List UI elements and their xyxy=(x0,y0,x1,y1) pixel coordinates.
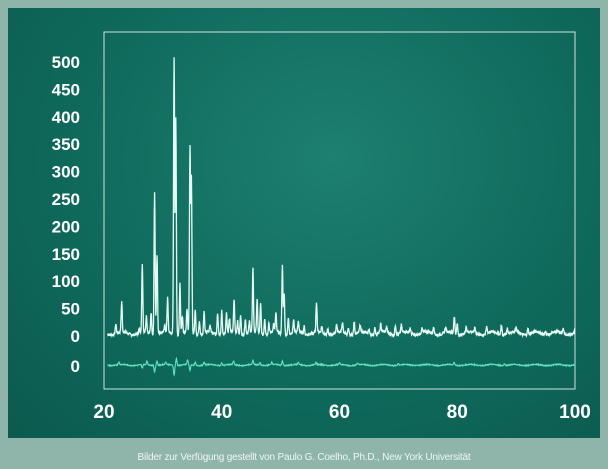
y-tick-label: 300 xyxy=(52,163,80,182)
y-tick-label: 350 xyxy=(52,135,80,154)
x-tick-label: 100 xyxy=(559,402,591,423)
image-credit-caption: Bilder zur Verfügung gestellt von Paulo … xyxy=(137,452,471,463)
y-tick-label: 50 xyxy=(61,300,80,319)
plot-area-border xyxy=(103,31,576,390)
x-tick-label: 40 xyxy=(211,402,232,423)
x-tick-label: 20 xyxy=(93,402,114,423)
y-tick-label: 100 xyxy=(52,272,80,291)
y-tick-label: 0 xyxy=(71,327,80,346)
y-tick-label: 450 xyxy=(52,80,80,99)
y-tick-label: 200 xyxy=(52,217,80,236)
x-tick-label: 80 xyxy=(447,402,468,423)
difference-pattern-line xyxy=(107,356,576,377)
y-tick-label: 500 xyxy=(52,53,80,72)
y-tick-label: 250 xyxy=(52,190,80,209)
x-tick-label: 60 xyxy=(329,402,350,423)
observed-pattern-line xyxy=(107,57,576,339)
difference-zero-label: 0 xyxy=(71,357,80,376)
chart-background xyxy=(8,8,600,438)
y-tick-label: 400 xyxy=(52,108,80,127)
y-tick-label: 150 xyxy=(52,245,80,264)
x-axis-tick-labels: 20 40 60 80 100 xyxy=(93,402,590,423)
